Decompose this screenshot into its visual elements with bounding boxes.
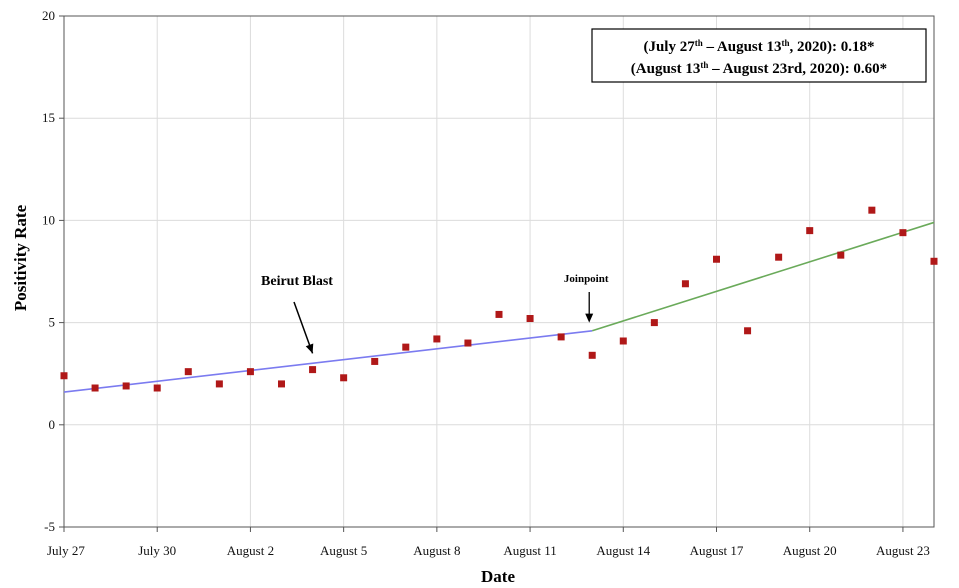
data-point xyxy=(215,380,223,388)
data-point xyxy=(91,384,99,392)
data-point xyxy=(650,319,658,327)
legend-line-2: (August 13th – August 23rd, 2020): 0.60* xyxy=(631,60,887,77)
x-tick-label: July 30 xyxy=(138,543,176,558)
annotations: Beirut Blast Joinpoint xyxy=(261,273,609,354)
plot-frame xyxy=(63,15,935,528)
legend-text-part: – August 23rd, 2020): 0.60* xyxy=(708,61,887,77)
x-tick-label: August 14 xyxy=(596,543,650,558)
x-axis-ticks: July 27 July 30 August 2 August 5 August 8 Au… xyxy=(47,527,930,558)
data-points xyxy=(60,206,938,392)
x-tick-label: August 5 xyxy=(320,543,367,558)
data-point xyxy=(278,380,285,388)
data-point xyxy=(526,315,534,323)
y-tick-label: 0 xyxy=(49,417,56,432)
data-point xyxy=(588,351,596,359)
y-tick-label: 5 xyxy=(49,315,56,330)
joinpoint-arrow-head xyxy=(585,313,594,323)
y-axis-ticks: -5 0 5 10 15 20 xyxy=(42,8,64,534)
x-tick-label: August 2 xyxy=(227,543,274,558)
x-tick-label: August 20 xyxy=(783,543,837,558)
data-point xyxy=(340,374,348,382)
legend-text-part: – August 13 xyxy=(703,39,782,55)
data-point xyxy=(868,206,876,214)
data-point xyxy=(122,382,130,390)
data-point xyxy=(246,368,254,376)
data-point xyxy=(619,337,627,345)
trend-segment-2 xyxy=(591,221,935,332)
data-point xyxy=(681,280,689,288)
data-point xyxy=(495,310,503,318)
data-point xyxy=(744,327,752,335)
data-point xyxy=(930,257,938,265)
data-point xyxy=(309,366,317,374)
y-tick-label: 15 xyxy=(42,110,55,125)
legend-frame xyxy=(591,28,927,83)
trend-lines xyxy=(63,221,935,393)
x-tick-label: August 8 xyxy=(413,543,460,558)
legend-text-part: , 2020): 0.18* xyxy=(790,39,875,55)
legend-superscript: th xyxy=(695,38,703,48)
x-tick-label: July 27 xyxy=(47,543,85,558)
x-tick-label: August 11 xyxy=(503,543,556,558)
data-point xyxy=(899,229,907,237)
annotation-joinpoint: Joinpoint xyxy=(564,273,609,285)
data-point xyxy=(371,357,379,365)
data-point xyxy=(402,343,410,351)
legend-box: (July 27th – August 13th, 2020): 0.18*(A… xyxy=(591,28,927,83)
legend-superscript: th xyxy=(782,38,790,48)
trend-segment-1 xyxy=(63,329,593,393)
beirut-blast-arrow-line xyxy=(293,301,314,354)
data-point xyxy=(806,227,814,235)
legend-text-part: (July 27 xyxy=(643,39,695,55)
data-point xyxy=(775,253,783,261)
data-point xyxy=(557,333,565,341)
legend-superscript: th xyxy=(700,60,708,70)
legend-text-part: (August 13 xyxy=(631,61,701,77)
x-tick-label: August 17 xyxy=(690,543,744,558)
x-axis-title: Date xyxy=(481,567,515,586)
y-axis-title: Positivity Rate xyxy=(11,204,30,311)
y-tick-label: -5 xyxy=(44,519,55,534)
data-point xyxy=(153,384,161,392)
data-point xyxy=(60,372,68,380)
data-point xyxy=(184,368,192,376)
grid-lines xyxy=(63,15,934,528)
legend-line-1: (July 27th – August 13th, 2020): 0.18* xyxy=(643,38,874,55)
x-tick-label: August 23 xyxy=(876,543,930,558)
beirut-blast-arrow-head xyxy=(305,343,314,354)
data-point xyxy=(433,335,441,343)
data-point xyxy=(464,339,472,347)
annotation-beirut-blast: Beirut Blast xyxy=(261,274,333,289)
data-point xyxy=(837,251,845,259)
y-tick-label: 10 xyxy=(42,212,55,227)
y-tick-label: 20 xyxy=(42,8,55,23)
data-point xyxy=(713,255,720,263)
